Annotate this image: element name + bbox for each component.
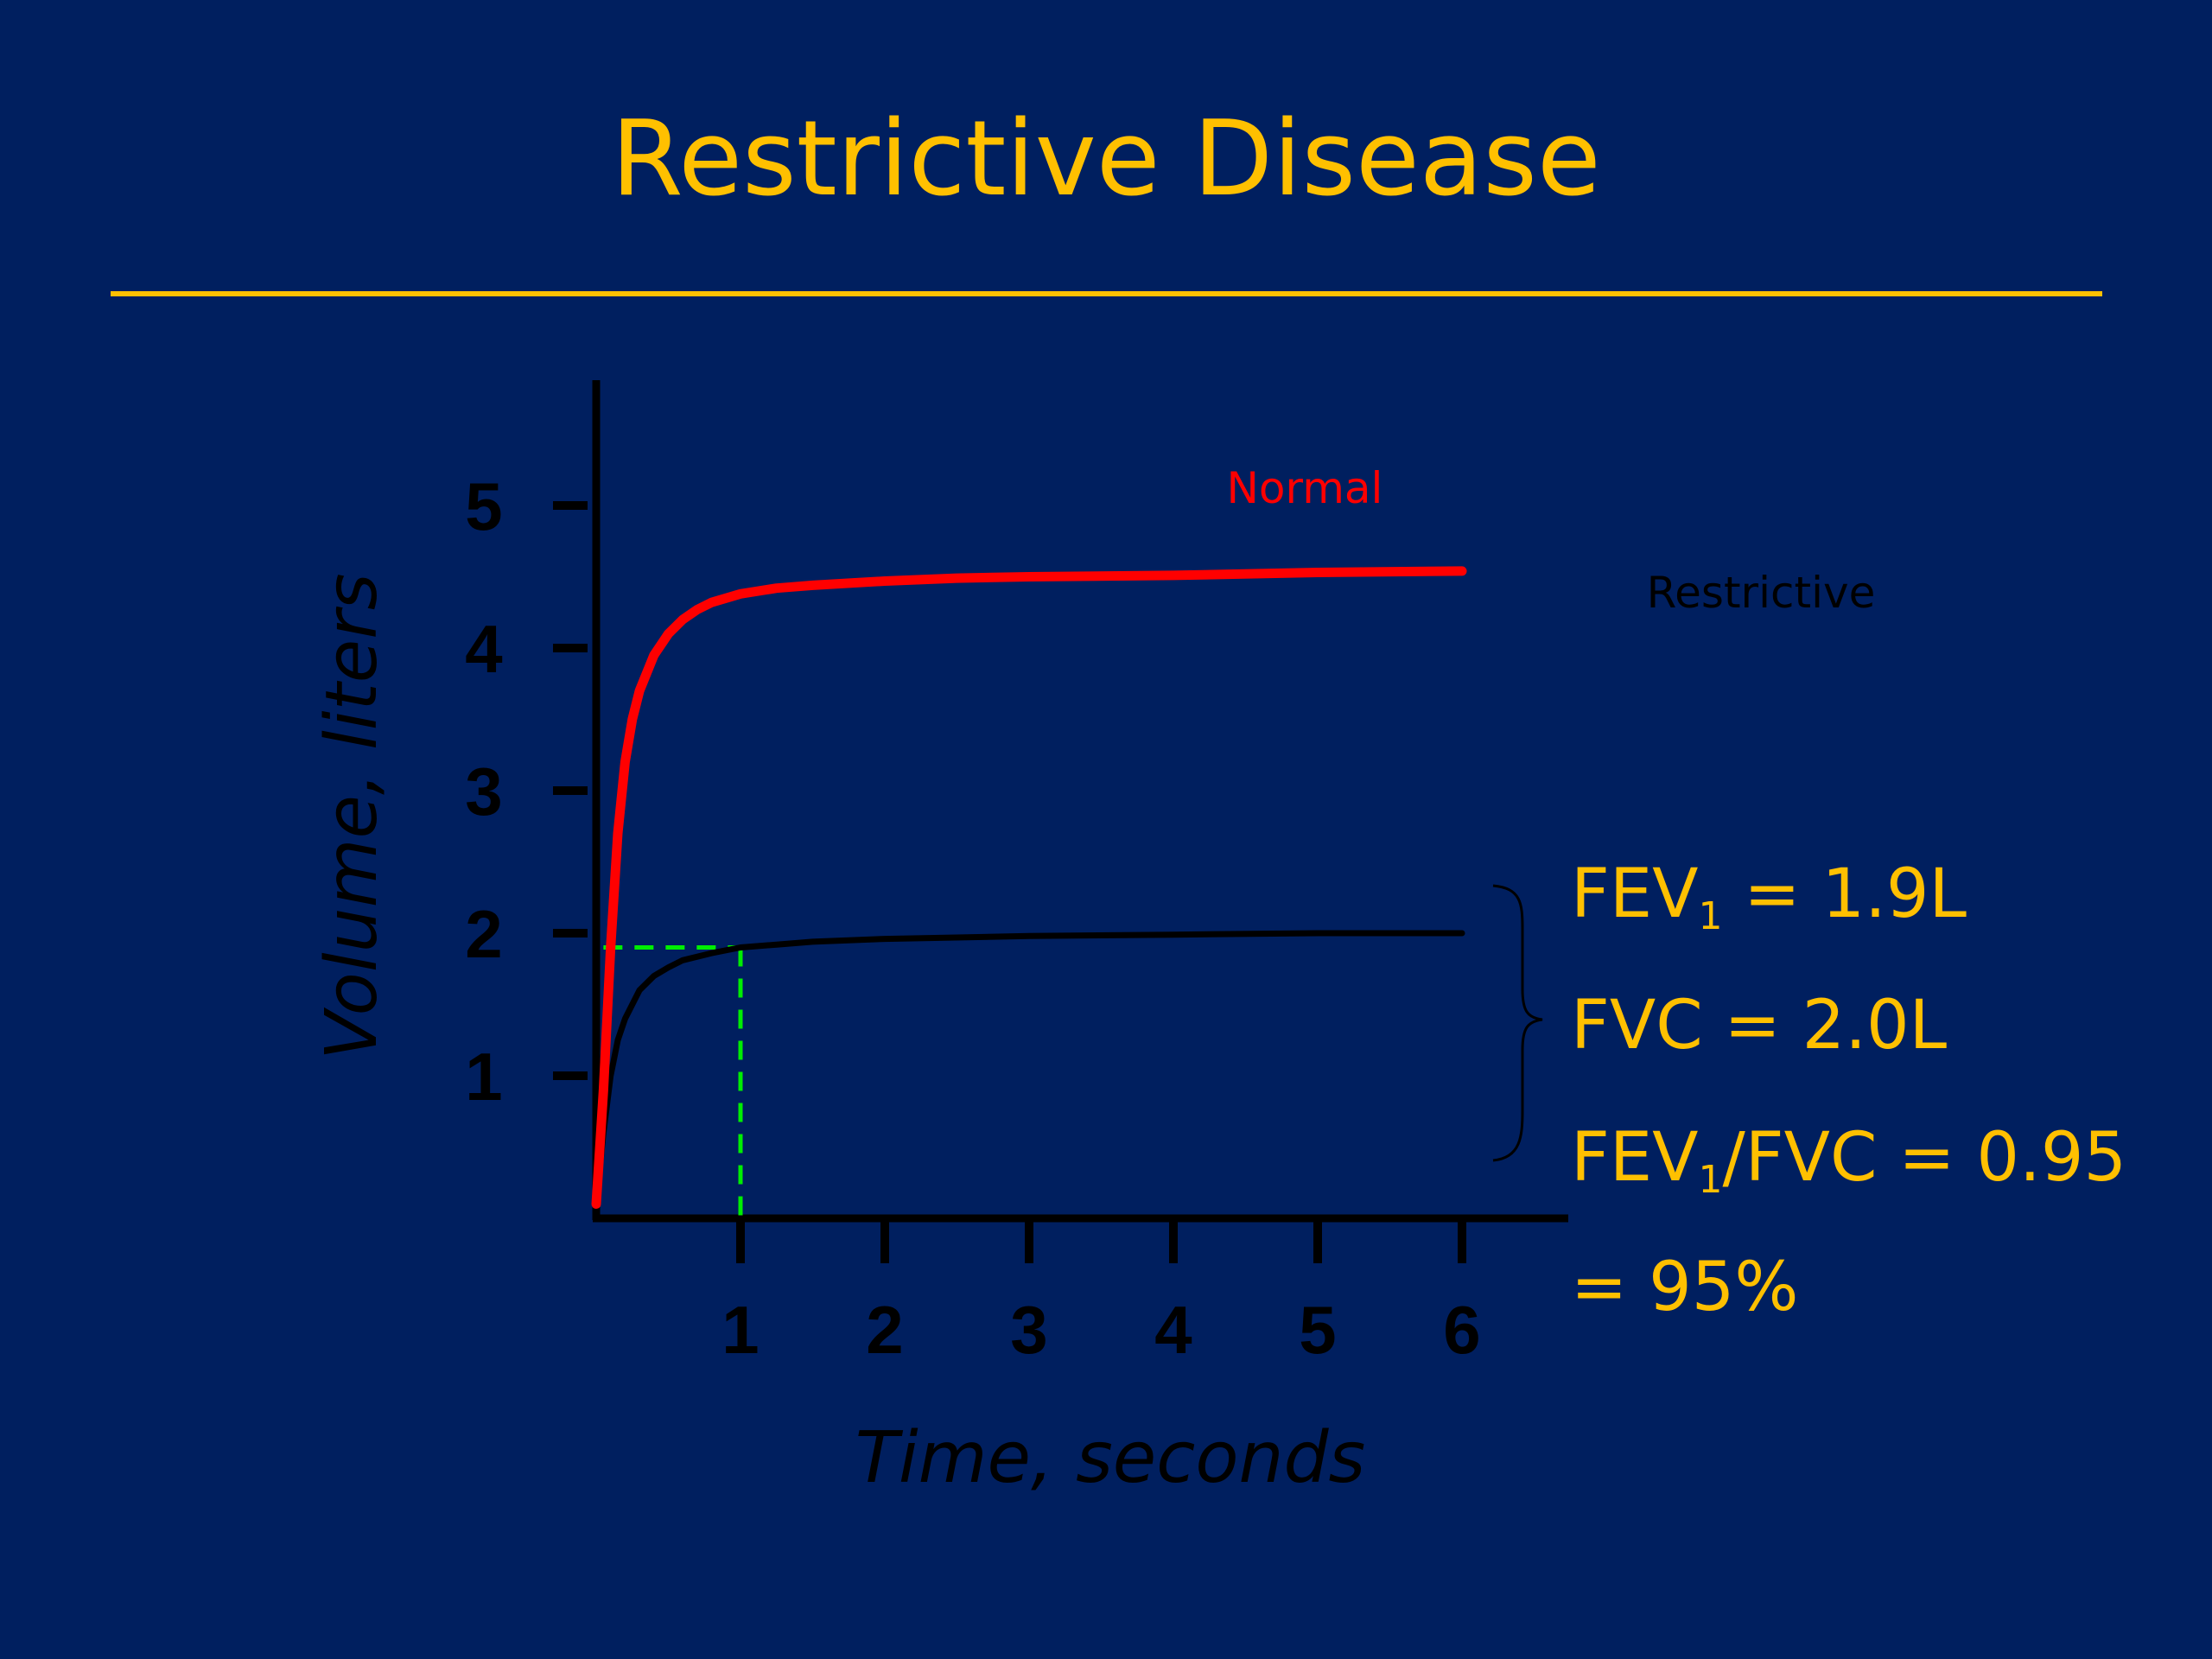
y-tick-label: 3 bbox=[465, 753, 502, 830]
ratio-value: /FVC = 0.95 bbox=[1722, 1119, 2127, 1197]
fev1-value: = 1.9L bbox=[1722, 855, 1967, 933]
series-label-restrictive: Restrictive bbox=[1647, 568, 1876, 618]
x-tick-label: 2 bbox=[866, 1292, 903, 1368]
y-axis-title: Volume, liters bbox=[311, 573, 393, 1059]
y-ticks: 1 2 3 4 5 bbox=[465, 468, 588, 1115]
x-tick-label: 4 bbox=[1154, 1292, 1192, 1368]
ratio-subscript: 1 bbox=[1698, 1158, 1723, 1202]
fev1-stat: FEV1 = 1.9L bbox=[1571, 851, 1967, 938]
y-tick-label: 2 bbox=[465, 896, 502, 972]
series-label-normal: Normal bbox=[1227, 463, 1383, 513]
y-tick-label: 1 bbox=[465, 1039, 502, 1115]
title-divider bbox=[111, 291, 2102, 296]
series-lines bbox=[591, 566, 1467, 1209]
series-line-restrictive bbox=[593, 930, 1465, 1207]
fvc-stat: FVC = 2.0L bbox=[1571, 987, 1948, 1065]
x-tick-label: 1 bbox=[721, 1292, 759, 1368]
slide-title: Restrictive Disease bbox=[611, 99, 1601, 219]
x-tick-label: 6 bbox=[1443, 1292, 1480, 1368]
y-tick-label: 5 bbox=[465, 468, 502, 544]
fev1-prefix: FEV bbox=[1571, 855, 1699, 933]
x-axis-title: Time, seconds bbox=[855, 1417, 1366, 1499]
ratio-stat: FEV1/FVC = 0.95 bbox=[1571, 1115, 2126, 1201]
fev1-subscript: 1 bbox=[1698, 894, 1723, 938]
x-ticks: 1 2 3 4 5 6 bbox=[721, 1220, 1481, 1368]
series-line-normal bbox=[591, 566, 1467, 1209]
percent-stat: = 95% bbox=[1571, 1249, 1799, 1326]
x-tick-label: 3 bbox=[1010, 1292, 1047, 1368]
fev1-marker bbox=[603, 945, 743, 1218]
brace bbox=[1492, 884, 1543, 1162]
ratio-prefix: FEV bbox=[1571, 1119, 1699, 1197]
y-tick-label: 4 bbox=[465, 611, 502, 687]
x-tick-label: 5 bbox=[1299, 1292, 1336, 1368]
